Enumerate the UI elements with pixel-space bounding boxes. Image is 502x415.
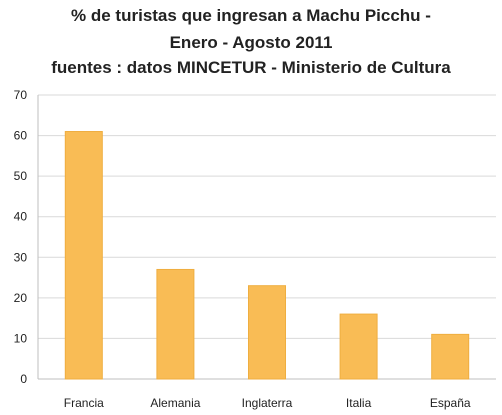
y-tick-label: 40 xyxy=(14,210,28,224)
chart-title-line-2: Enero - Agosto 2011 xyxy=(169,33,333,52)
x-category-label: Italia xyxy=(346,396,372,410)
y-tick-label: 70 xyxy=(14,88,28,102)
bar xyxy=(431,333,470,380)
chart-title-line-3: fuentes : datos MINCETUR - Ministerio de… xyxy=(51,58,451,77)
y-tick-label: 20 xyxy=(14,291,28,305)
chart-title-line-1: % de turistas que ingresan a Machu Picch… xyxy=(71,6,431,25)
bar xyxy=(64,131,103,380)
x-category-label: Inglaterra xyxy=(242,396,293,410)
y-tick-label: 10 xyxy=(14,331,28,345)
bar xyxy=(339,313,378,380)
x-category-label: España xyxy=(430,396,471,410)
y-tick-label: 50 xyxy=(14,169,28,183)
y-tick-label: 0 xyxy=(20,372,27,386)
bar xyxy=(248,285,286,380)
x-category-label: Francia xyxy=(64,396,104,410)
x-category-label: Alemania xyxy=(150,396,200,410)
bar xyxy=(156,268,195,380)
y-tick-label: 60 xyxy=(14,129,28,143)
y-tick-label: 30 xyxy=(14,250,28,264)
